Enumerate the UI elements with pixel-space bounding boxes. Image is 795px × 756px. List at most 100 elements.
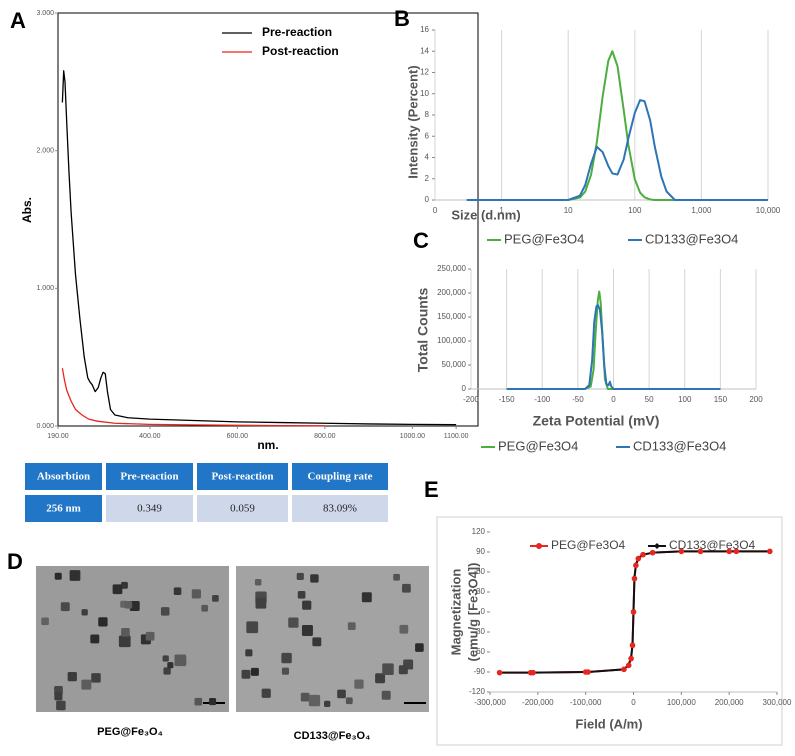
y-tick-label: 100,000 [437,336,466,345]
y-axis-label: (emu/g [Fe3O4]) [465,563,480,662]
particle [56,700,66,711]
legend-label: PEG@Fe3O4 [504,231,584,246]
x-tick-label: -200 [463,395,480,404]
particle [261,688,271,698]
particle [212,594,219,602]
y-tick-label: -120 [469,687,486,696]
particle [324,700,331,708]
particle [167,662,174,669]
particle [81,609,88,616]
particle [302,600,312,610]
series-line [466,99,768,201]
particle [118,635,131,648]
particle [399,624,409,634]
chart: 0 1 10 100 1,000 10,000 0 2 4 6 8 10 12 14 16 Size (d.n… [405,25,780,246]
x-tick-label: 0 [631,698,636,707]
particle [60,602,70,612]
particle [91,673,101,683]
x-tick-label: -100 [534,395,551,404]
particle [393,573,400,581]
particle [121,581,128,589]
marker [649,549,656,556]
x-tick-label: 1000.00 [400,433,425,440]
marker [621,666,627,673]
particle [160,607,170,616]
y-tick-label: -30 [473,627,485,636]
particle [112,584,123,595]
particle [398,665,408,675]
marker [530,669,536,676]
y-tick-label: 50,000 [442,360,467,369]
x-tick-label: 100,000 [667,698,696,707]
series-line [61,70,457,426]
x-tick-label: 300,000 [763,698,792,707]
x-tick-label: 800.00 [314,433,336,440]
table-header: Post-reaction [211,471,273,483]
y-tick-label: 150,000 [437,312,466,321]
particle [375,673,386,684]
y-tick-label: 200,000 [437,288,466,297]
particle [296,572,304,581]
panel-frame [436,516,783,746]
particle [98,617,108,627]
legend-marker [654,543,660,549]
x-tick-label: -200,000 [522,698,554,707]
y-tick-label: 0.000 [36,423,54,430]
y-tick-label: 2.000 [36,148,54,155]
particle [241,669,251,679]
particle [415,643,424,652]
x-tick-label: -50 [572,395,584,404]
particle [54,572,62,580]
table-cell [292,495,388,522]
particle [90,634,100,644]
chart: -300,000 -200,000 -100,000 0 100,000 200,000 3… [448,527,792,731]
particle [41,617,49,626]
legend-label: PEG@Fe3O4 [551,538,626,552]
table-cell [197,495,288,522]
particle [54,692,63,701]
x-tick-label: 1100.00 [444,433,469,440]
marker [678,548,685,555]
y-tick-label: 3.000 [36,10,54,17]
particle [250,667,259,676]
y-axis-label: Magnetization [448,569,463,656]
table-header-cell [25,463,102,490]
y-axis-label: Abs. [20,197,34,223]
marker [628,655,634,662]
marker [697,548,704,555]
panel-label: A [10,8,26,33]
table-cell [25,495,102,522]
x-tick-label: 100 [678,395,692,404]
particle [281,667,290,675]
image-caption: CD133@Fe₃O₄ [294,730,371,742]
y-tick-label: 30 [476,587,485,596]
particle [312,637,322,647]
table-value: 256 nm [46,503,81,515]
particle [81,679,92,690]
y-tick-label: 12 [420,68,429,77]
marker [733,548,740,555]
y-tick-label: 16 [420,25,429,34]
table-cell [106,495,193,522]
marker [630,609,637,615]
legend-label: CD133@Fe3O4 [669,538,756,552]
particle [191,589,202,599]
table-header: Pre-reaction [120,471,178,483]
panel-label: D [7,549,23,574]
table-header: Coupling rate [307,471,372,483]
marker [635,555,642,562]
particle [382,663,394,675]
x-tick-label: 200 [749,395,763,404]
marker [726,548,732,555]
particle [162,655,169,662]
series-line [61,368,325,427]
panel-label: B [394,6,410,31]
y-tick-label: 0 [462,384,467,393]
legend-label: CD133@Fe3O4 [633,438,726,453]
particle [402,583,411,593]
particle [300,692,310,702]
x-tick-label: 0 [433,206,438,215]
panel-label: E [424,477,439,502]
particle [281,652,292,664]
